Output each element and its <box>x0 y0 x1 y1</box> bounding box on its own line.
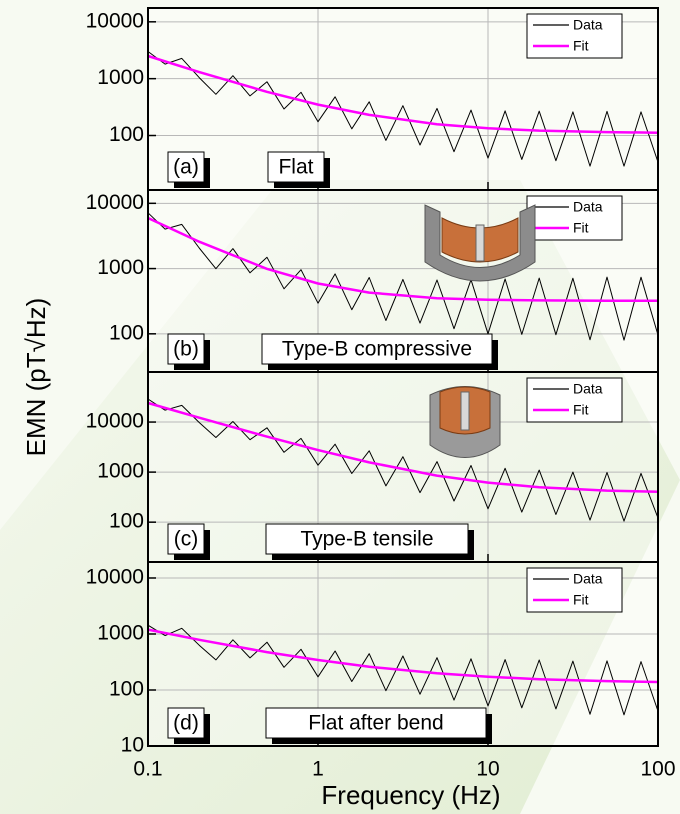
panel-label-box <box>167 707 205 739</box>
x-tick-label: 1 <box>312 758 324 781</box>
panel-label-box <box>167 151 205 183</box>
data-line <box>147 212 659 341</box>
y-tick-label: 10000 <box>86 9 144 32</box>
legend-label: Data <box>573 199 603 215</box>
y-tick-label: 100 <box>109 678 144 701</box>
y-axis-label: EMN (pT√Hz) <box>21 298 51 457</box>
panel-label-box <box>167 523 205 555</box>
data-line <box>147 51 659 167</box>
data-line <box>147 398 659 522</box>
y-tick-label: 10000 <box>86 191 144 214</box>
y-tick-label: 10 <box>121 734 144 757</box>
panel-label: (c) <box>174 528 199 551</box>
annotation-box <box>261 333 493 365</box>
y-tick-label: 1000 <box>97 460 144 483</box>
y-tick-label: 100 <box>109 510 144 533</box>
legend-label: Fit <box>573 592 589 608</box>
x-axis-label: Frequency (Hz) <box>321 780 500 810</box>
y-tick-label: 10000 <box>86 410 144 433</box>
y-tick-label: 1000 <box>97 66 144 89</box>
y-tick-label: 1000 <box>97 622 144 645</box>
annotation-box <box>265 707 487 739</box>
legend-box <box>526 195 623 241</box>
legend-box <box>526 13 623 59</box>
annotation-box <box>267 151 325 183</box>
panel-label-box <box>167 333 205 365</box>
legend-label: Fit <box>573 38 589 54</box>
legend-label: Data <box>573 571 603 587</box>
y-tick-label: 1000 <box>97 256 144 279</box>
data-line <box>147 401 659 494</box>
panel-label: (a) <box>173 156 199 179</box>
legend-label: Data <box>573 17 603 33</box>
data-line <box>147 216 659 303</box>
panel-label: (d) <box>173 712 199 735</box>
annotation: Flat after bend <box>308 712 443 735</box>
plots: 100 1000 10000 Data Fit (a) Flat 100 1000 10000 Da… <box>86 7 676 781</box>
y-tick-label: 10000 <box>86 566 144 589</box>
x-tick-label: 0.1 <box>133 758 162 781</box>
y-tick-label: 100 <box>109 123 144 146</box>
annotation: Type-B compressive <box>282 338 472 361</box>
annotation: Flat <box>278 156 313 179</box>
data-line <box>147 54 659 134</box>
annotation: Type-B tensile <box>300 528 433 551</box>
data-line <box>147 628 659 684</box>
y-tick-label: 100 <box>109 321 144 344</box>
panel-frame <box>147 561 659 747</box>
x-tick-label: 100 <box>640 758 675 781</box>
legend-label: Fit <box>573 402 589 418</box>
legend-box <box>526 377 623 423</box>
inset-compressive <box>424 204 536 282</box>
legend-label: Data <box>573 381 603 397</box>
panel-label: (b) <box>173 338 199 361</box>
legend-label: Fit <box>573 220 589 236</box>
x-tick-label: 10 <box>476 758 499 781</box>
inset-tensile <box>429 386 501 458</box>
legend-box <box>526 567 623 613</box>
data-line <box>147 624 659 716</box>
annotation-box <box>265 523 469 555</box>
